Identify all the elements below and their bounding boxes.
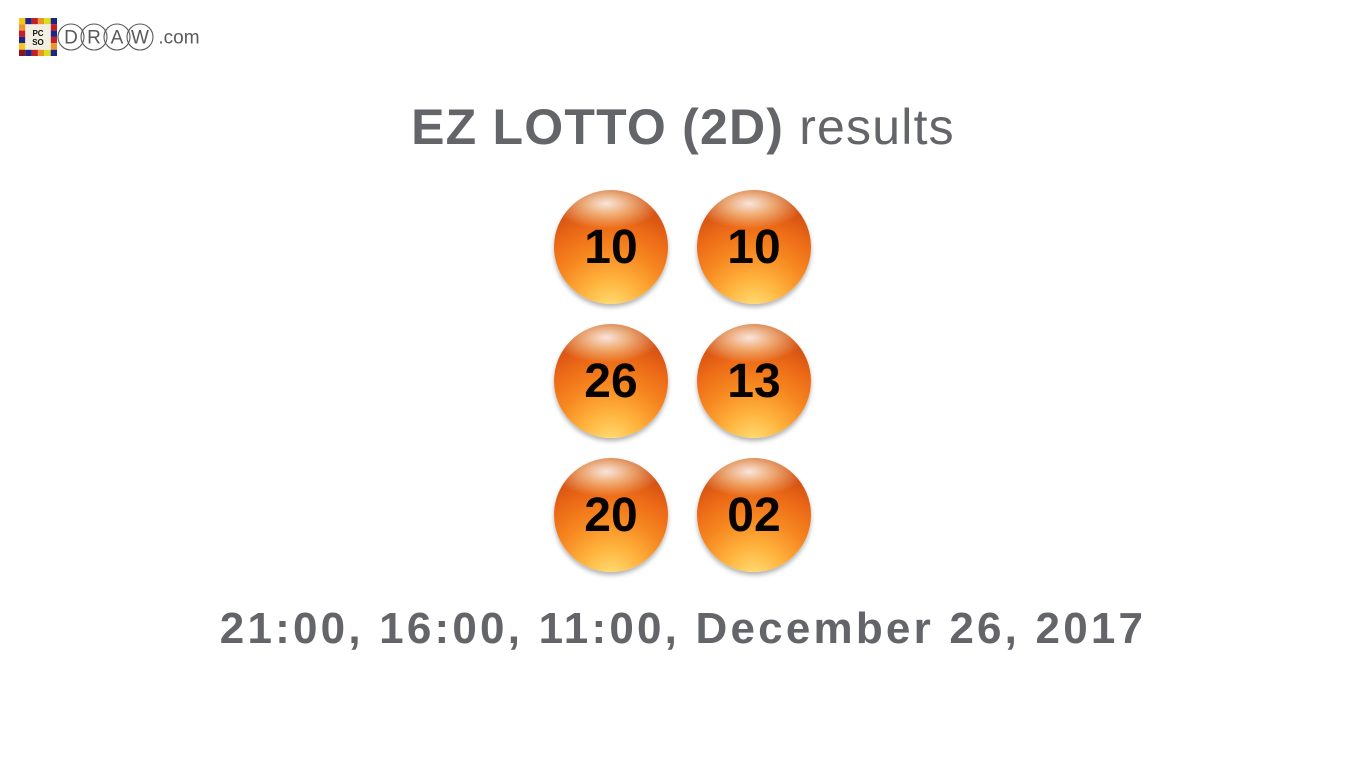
svg-text:R: R: [87, 28, 101, 49]
svg-text:W: W: [131, 28, 149, 49]
svg-text:PC: PC: [32, 29, 43, 38]
svg-text:A: A: [111, 28, 124, 49]
svg-text:SO: SO: [32, 38, 44, 47]
svg-text:.com: .com: [158, 28, 199, 49]
svg-text:D: D: [64, 28, 78, 49]
